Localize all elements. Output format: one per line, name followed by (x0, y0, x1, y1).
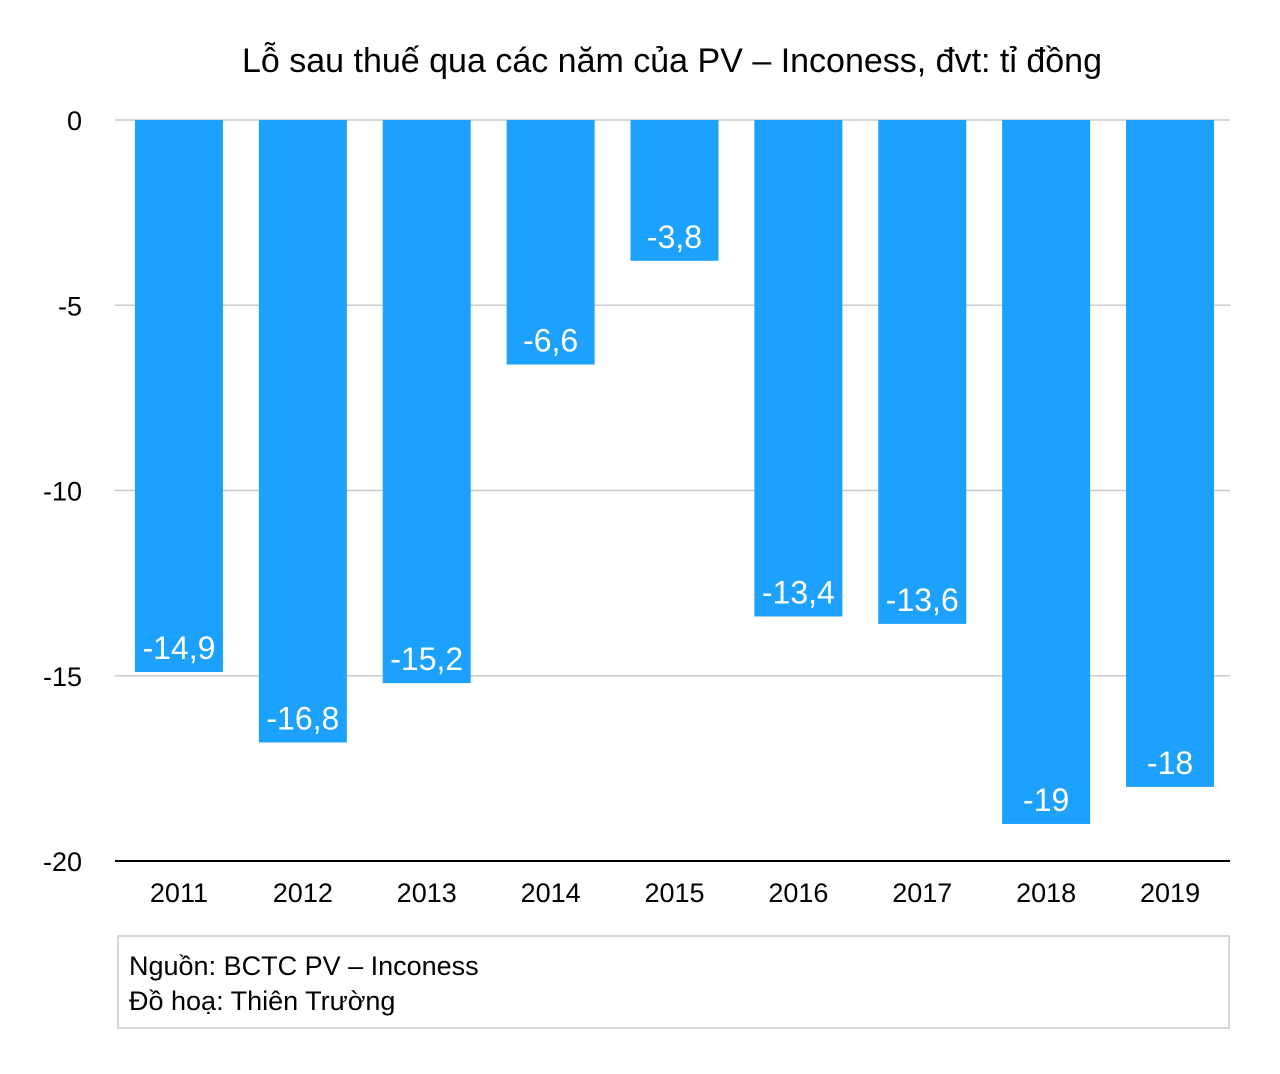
bar-chart: 0 -5 -10 -15 -20 -14,9 2011 -16,8 2012 -15,2 2013 -… (43, 106, 1230, 908)
x-tick-label: 2011 (150, 878, 208, 908)
x-tick-label: 2017 (892, 878, 952, 908)
x-tick-label: 2016 (768, 878, 828, 908)
x-tick-label: 2013 (397, 878, 457, 908)
bar (1002, 120, 1091, 824)
bar (134, 120, 223, 673)
x-tick-label: 2018 (1016, 878, 1076, 908)
bar-value-label: -15,2 (390, 641, 463, 677)
bar-value-label: -14,9 (142, 630, 215, 666)
y-tick-label: -15 (43, 662, 82, 692)
bar-value-label: -6,6 (523, 323, 578, 359)
y-tick-label: -10 (43, 477, 82, 507)
bar-value-label: -19 (1023, 782, 1069, 818)
source-box: Nguồn: BCTC PV – Inconess Đồ hoạ: Thiên … (117, 935, 1230, 1029)
x-tick-label: 2012 (273, 878, 333, 908)
x-tick-label: 2019 (1140, 878, 1200, 908)
bar (878, 120, 967, 624)
y-tick-label: -20 (43, 847, 82, 877)
bar-value-label: -13,4 (762, 574, 835, 610)
bar (382, 120, 471, 684)
bar-value-label: -16,8 (266, 700, 339, 736)
chart-title: Lỗ sau thuế qua các năm của PV – Incones… (242, 42, 1102, 80)
source-text: Nguồn: BCTC PV – Inconess (129, 951, 479, 981)
bar (1126, 120, 1215, 787)
y-tick-label: 0 (67, 106, 82, 136)
bar-value-label: -13,6 (886, 582, 959, 618)
bar-value-label: -18 (1147, 745, 1193, 781)
y-tick-label: -5 (58, 291, 82, 321)
credit-text: Đồ hoạ: Thiên Trường (129, 986, 396, 1016)
bar (506, 120, 595, 365)
bar (258, 120, 347, 743)
bar (630, 120, 719, 261)
x-tick-label: 2014 (521, 878, 581, 908)
x-tick-label: 2015 (644, 878, 704, 908)
bar (754, 120, 843, 617)
bar-value-label: -3,8 (647, 219, 702, 255)
